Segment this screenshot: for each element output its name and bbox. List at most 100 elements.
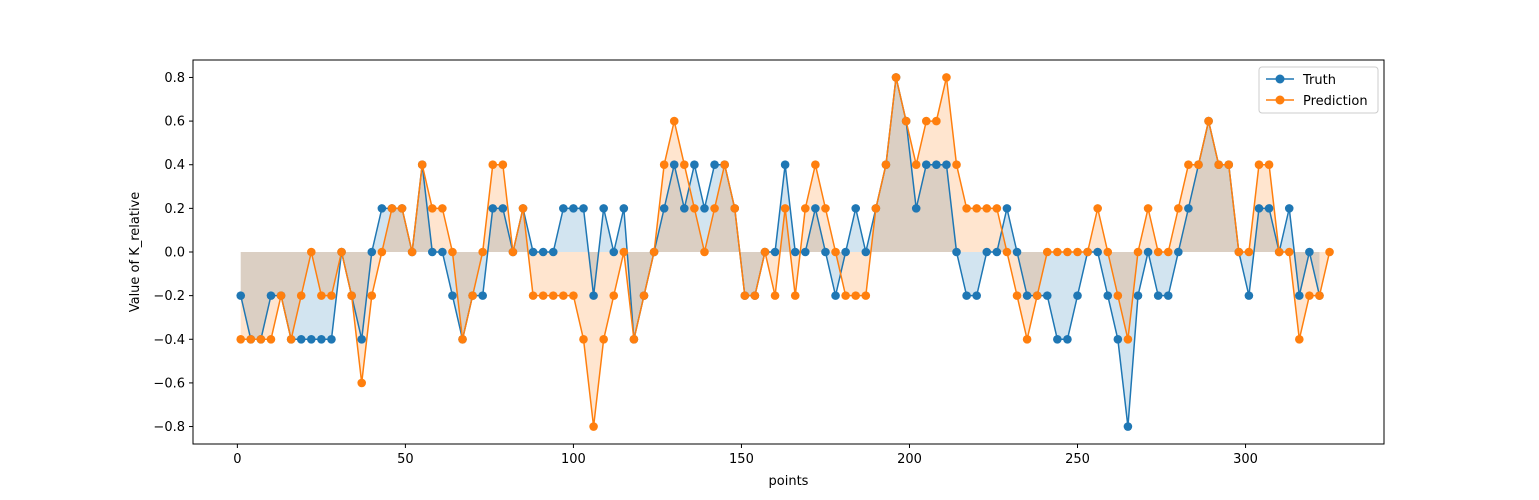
- data-point-prediction: [538, 291, 548, 300]
- y-tick-label: −0.6: [153, 376, 185, 391]
- data-point-prediction: [831, 247, 840, 257]
- data-point-prediction: [780, 204, 790, 213]
- y-tick-label: 0.8: [164, 71, 185, 86]
- data-point-truth: [659, 204, 669, 213]
- data-point-prediction: [317, 291, 326, 300]
- data-point-truth: [478, 291, 487, 300]
- data-point-truth: [1174, 247, 1183, 257]
- data-point-truth: [669, 160, 679, 170]
- data-point-prediction: [659, 160, 669, 170]
- y-tick-label: −0.8: [153, 420, 185, 435]
- data-point-truth: [770, 247, 780, 257]
- data-point-prediction: [690, 204, 699, 213]
- data-point-truth: [1133, 291, 1143, 300]
- data-point-prediction: [841, 291, 850, 300]
- x-axis-label: points: [769, 474, 809, 489]
- data-point-prediction: [599, 334, 608, 344]
- data-point-prediction: [1264, 160, 1274, 170]
- data-point-prediction: [488, 160, 498, 170]
- data-point-truth: [528, 247, 538, 257]
- data-point-truth: [690, 160, 699, 170]
- data-point-prediction: [639, 291, 649, 300]
- x-tick-label: 100: [561, 452, 586, 467]
- data-point-prediction: [629, 334, 639, 344]
- data-point-truth: [1012, 247, 1022, 257]
- data-point-prediction: [1174, 204, 1183, 213]
- legend-prediction-marker: [1275, 95, 1285, 105]
- data-point-truth: [438, 247, 447, 257]
- data-point-truth: [1103, 291, 1113, 300]
- data-point-prediction: [407, 247, 417, 257]
- data-point-prediction: [1315, 291, 1324, 300]
- data-point-prediction: [891, 73, 901, 82]
- data-point-prediction: [1295, 334, 1304, 344]
- data-point-prediction: [548, 291, 558, 300]
- data-point-truth: [1295, 291, 1304, 300]
- data-point-truth: [296, 334, 306, 344]
- data-point-prediction: [730, 204, 740, 213]
- data-point-prediction: [417, 160, 427, 170]
- y-tick-label: 0.4: [164, 158, 185, 173]
- x-tick-label: 0: [233, 452, 241, 467]
- data-point-truth: [1284, 204, 1294, 213]
- data-point-prediction: [1184, 160, 1193, 170]
- data-point-prediction: [1194, 160, 1203, 170]
- data-point-truth: [1073, 291, 1082, 300]
- x-tick-label: 50: [397, 452, 414, 467]
- data-point-truth: [488, 204, 498, 213]
- data-point-prediction: [296, 291, 306, 300]
- data-point-prediction: [478, 247, 487, 257]
- data-point-prediction: [770, 291, 780, 300]
- data-point-prediction: [1254, 160, 1264, 170]
- data-point-prediction: [236, 334, 246, 344]
- data-point-truth: [538, 247, 548, 257]
- data-point-prediction: [367, 291, 377, 300]
- data-point-prediction: [700, 247, 709, 257]
- data-point-prediction: [720, 160, 729, 170]
- data-point-prediction: [669, 116, 679, 126]
- data-point-prediction: [337, 247, 346, 257]
- data-point-truth: [861, 247, 871, 257]
- data-point-prediction: [790, 291, 800, 300]
- data-point-prediction: [881, 160, 891, 170]
- data-point-truth: [266, 291, 276, 300]
- data-point-prediction: [1093, 204, 1102, 213]
- data-point-prediction: [518, 204, 528, 213]
- data-point-truth: [680, 204, 689, 213]
- data-point-prediction: [871, 204, 881, 213]
- data-point-prediction: [1244, 247, 1254, 257]
- data-point-truth: [1153, 291, 1163, 300]
- data-point-truth: [559, 204, 568, 213]
- data-point-truth: [942, 160, 951, 170]
- data-point-prediction: [921, 116, 931, 126]
- data-point-truth: [448, 291, 457, 300]
- data-point-truth: [377, 204, 387, 213]
- data-point-truth: [1093, 247, 1102, 257]
- data-point-truth: [609, 247, 619, 257]
- data-point-prediction: [1234, 247, 1244, 257]
- data-point-prediction: [932, 116, 941, 126]
- data-point-prediction: [1143, 204, 1153, 213]
- y-tick-label: 0.6: [164, 115, 185, 130]
- data-point-truth: [327, 334, 336, 344]
- data-point-prediction: [246, 334, 256, 344]
- data-point-prediction: [1012, 291, 1022, 300]
- x-tick-label: 200: [897, 452, 922, 467]
- data-point-truth: [710, 160, 719, 170]
- data-point-truth: [317, 334, 326, 344]
- data-point-truth: [831, 291, 840, 300]
- data-point-truth: [700, 204, 709, 213]
- data-point-truth: [1163, 291, 1173, 300]
- data-point-prediction: [1284, 247, 1294, 257]
- data-point-prediction: [528, 291, 538, 300]
- data-point-prediction: [609, 291, 619, 300]
- x-tick-label: 300: [1233, 452, 1258, 467]
- data-point-prediction: [347, 291, 356, 300]
- data-point-truth: [1264, 204, 1274, 213]
- data-point-truth: [579, 204, 588, 213]
- data-point-truth: [1143, 247, 1153, 257]
- data-point-truth: [1042, 291, 1052, 300]
- data-point-truth: [1022, 291, 1032, 300]
- data-point-prediction: [851, 291, 861, 300]
- data-point-prediction: [438, 204, 447, 213]
